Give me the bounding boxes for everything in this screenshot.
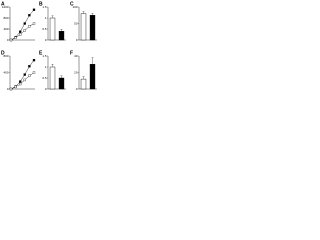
marker [9,38,13,42]
marker [28,74,31,77]
marker [19,33,22,36]
y-tick-label: 40 [74,54,78,58]
y-tick-label: 800 [3,54,8,58]
bar [89,15,96,41]
y-tick-label: 1.5 [42,5,47,9]
y-tick-label: 0 [45,87,47,91]
y-tick-label: 20 [74,70,78,74]
bar [58,77,65,90]
y-tick-label: 400 [3,70,8,74]
y-tick-label: 0.5 [42,76,47,80]
y-tick-label: 0 [76,87,78,91]
y-tick-label: 100 [72,5,77,9]
marker [23,22,26,25]
y-tick-label: 0.5 [42,27,47,31]
y-tick-label: 50 [74,21,78,25]
panel-label: C [70,1,74,7]
marker [19,30,22,33]
marker [32,71,36,74]
marker [14,85,17,89]
y-tick-label: 1.5 [42,54,47,58]
y-tick-label: 0 [7,38,9,42]
bar [49,17,56,41]
panel-label: F [70,50,73,56]
marker [9,87,13,91]
bar [58,31,65,41]
marker [28,14,31,17]
y-tick-label: 400 [3,27,8,31]
panel-label: B [39,1,43,7]
panel-label: D [1,50,5,56]
y-tick-label: 1 [45,16,47,20]
y-tick-label: 0 [76,38,78,42]
y-tick-label: 800 [3,16,8,20]
panel-label: E [39,50,43,56]
marker [19,82,22,86]
marker [28,65,31,68]
series-line [10,60,35,90]
marker [19,80,22,83]
bar [89,64,96,90]
marker [32,58,36,62]
panel-label: A [1,1,5,7]
marker [23,29,26,32]
bar [80,13,87,41]
bar [49,66,56,90]
y-tick-label: 1200 [2,5,9,9]
marker [23,73,26,76]
bar [80,78,87,90]
marker [32,8,36,11]
marker [23,78,26,82]
marker [28,25,31,28]
y-tick-label: 0 [7,87,9,91]
marker [32,22,36,25]
y-tick-label: 0 [45,38,47,42]
marker [14,36,17,39]
y-tick-label: 1 [45,65,47,69]
